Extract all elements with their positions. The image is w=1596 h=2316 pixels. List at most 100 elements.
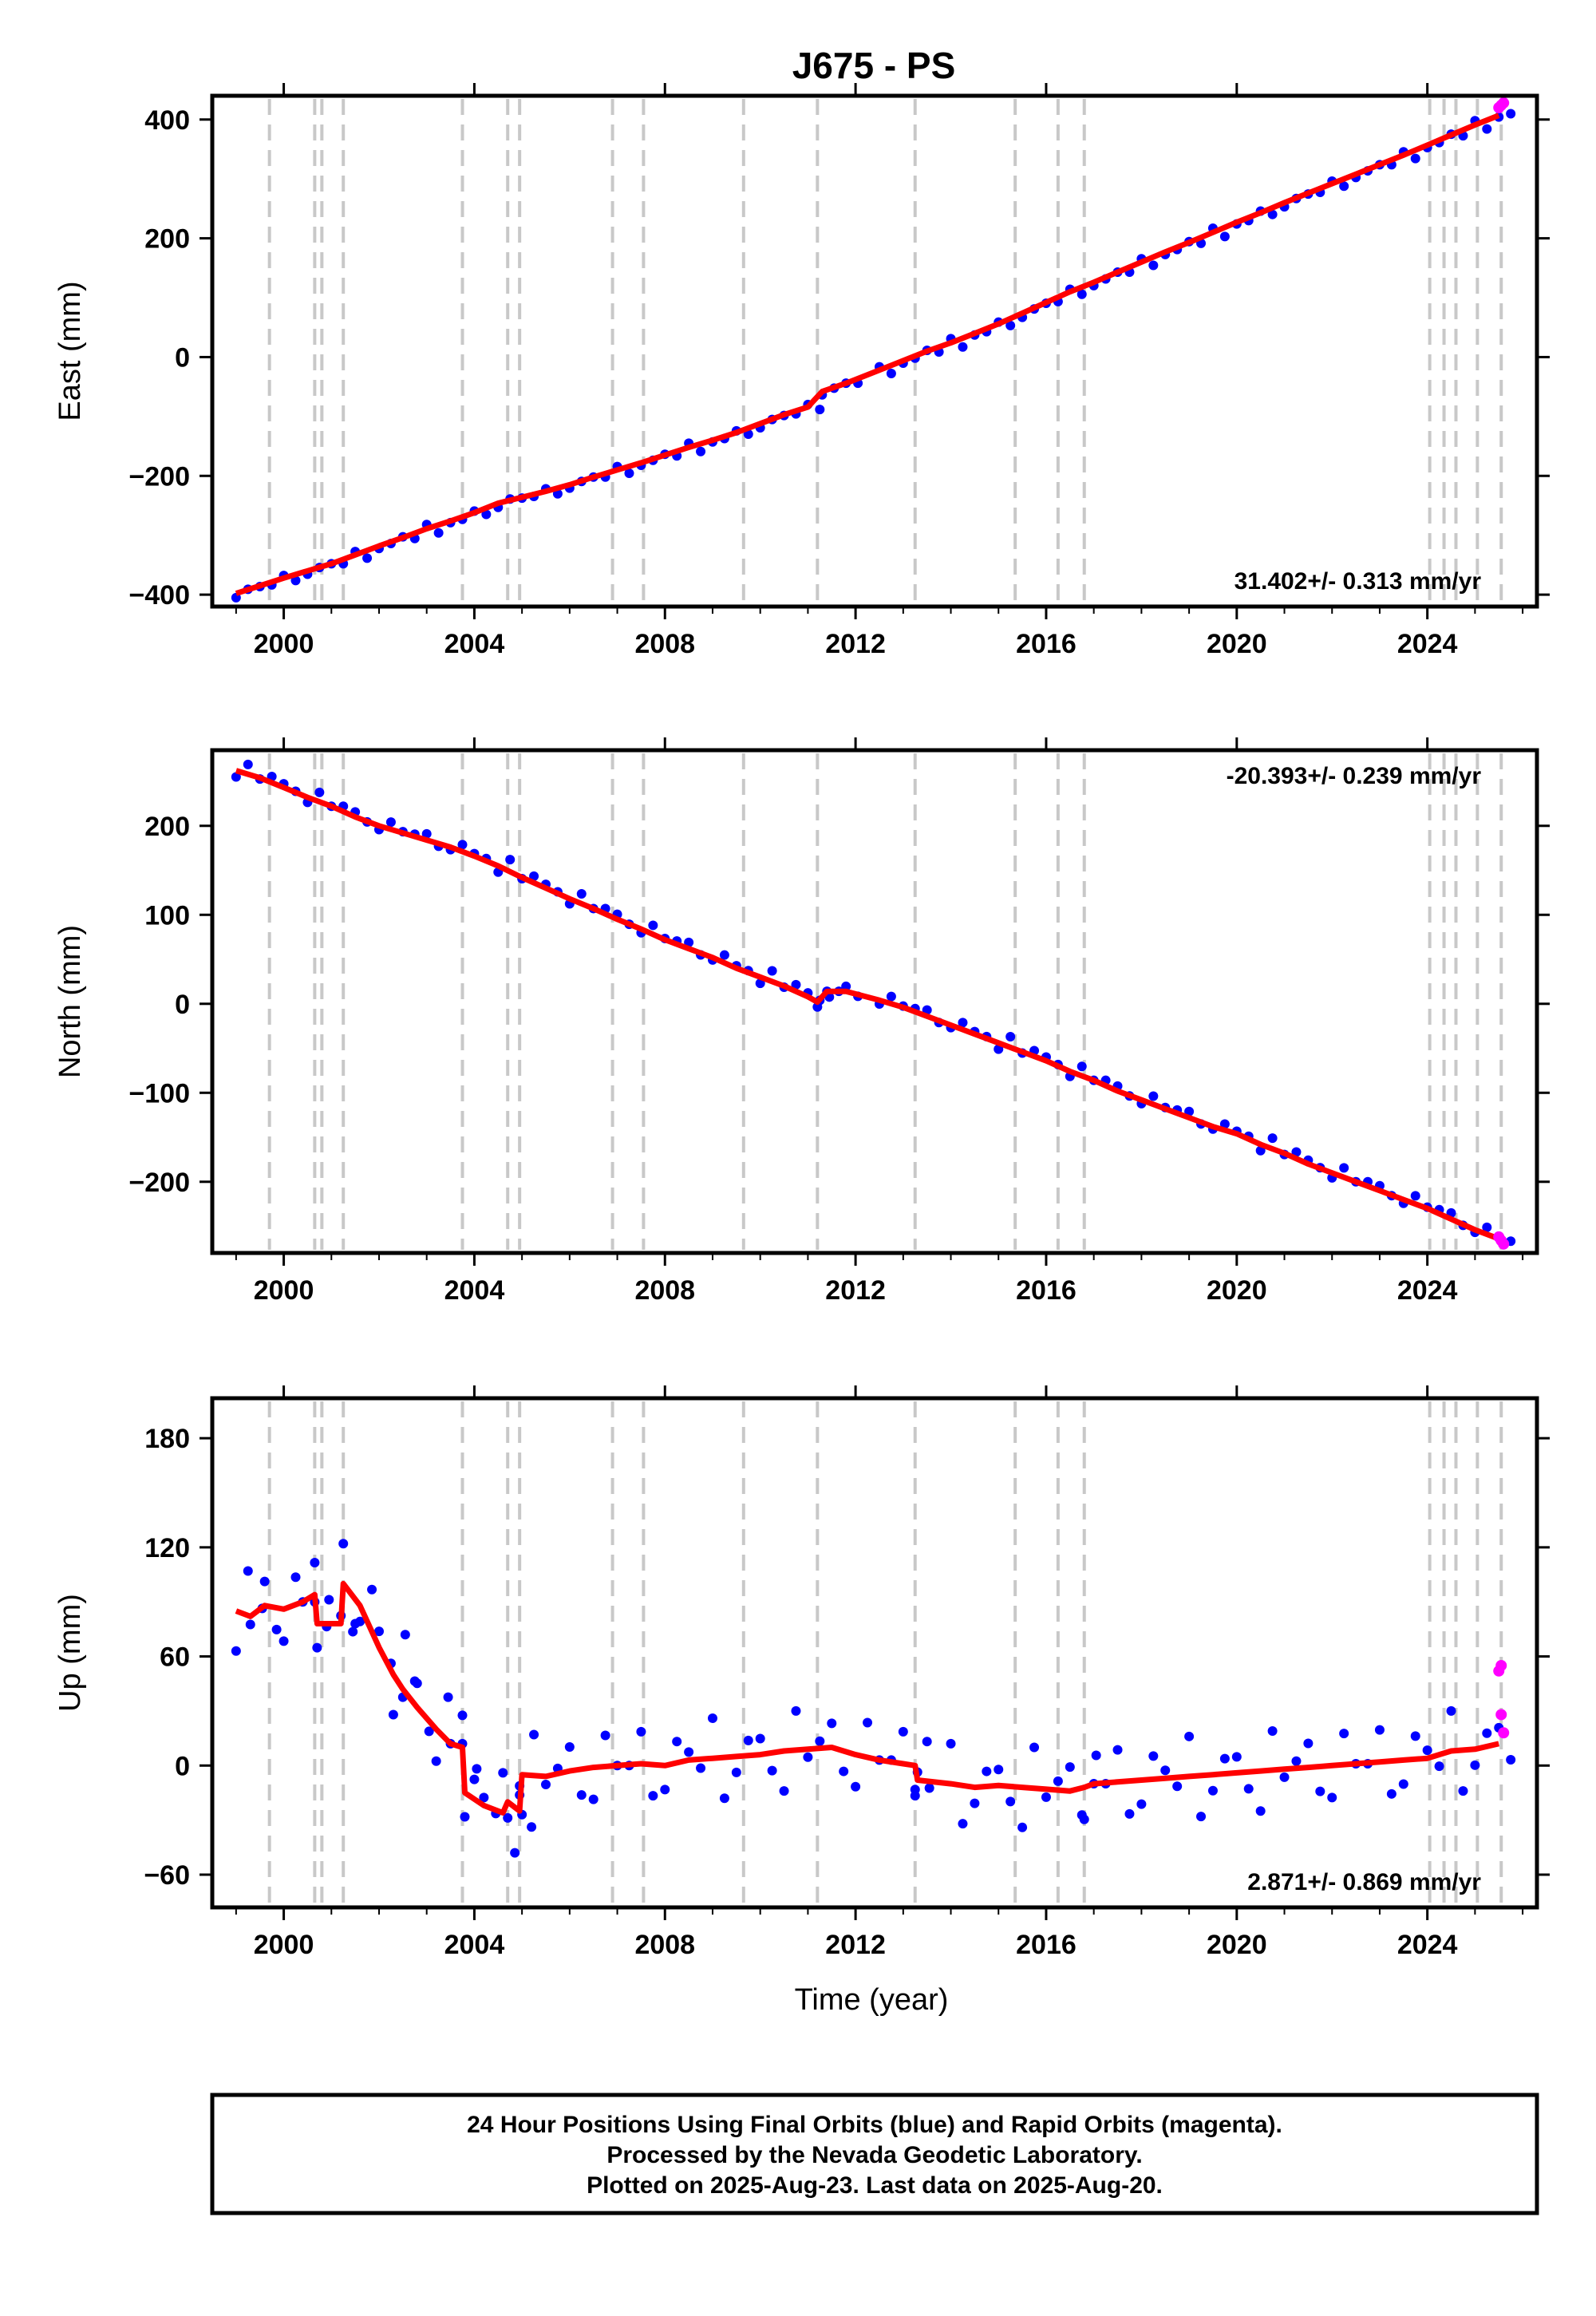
up-x-tick-label: 2004 [444,1930,505,1960]
up-final-point [1291,1756,1302,1766]
north-panel: 2000 2004 2008 2012 2016 2020 2024 −200 −100 0 100… [53,737,1550,1306]
up-final-point [767,1765,777,1776]
north-final-point [719,950,729,960]
up-final-point [503,1812,513,1823]
east-final-point [1339,181,1349,192]
footer-line-3: Plotted on 2025-Aug-23. Last data on 202… [587,2172,1163,2199]
east-final-point [1005,320,1016,330]
east-final-point [1267,209,1278,219]
up-final-point [1315,1786,1325,1796]
up-final-point [815,1736,825,1746]
east-final-point [362,553,373,563]
up-final-point [1136,1799,1147,1809]
up-final-point [1267,1725,1278,1736]
east-x-tick-label: 2008 [634,629,695,659]
up-plot-area [212,1398,1537,1907]
north-y-tick-label: 200 [144,812,190,842]
up-final-point [348,1626,358,1637]
up-final-point [696,1763,706,1773]
up-final-point [540,1779,551,1789]
east-final-point [1148,260,1159,271]
east-final-point [815,405,825,415]
up-x-tick-label: 2008 [634,1930,695,1960]
up-y-tick-label: 180 [144,1424,190,1454]
up-final-point [424,1726,434,1737]
north-y-tick-label: −200 [128,1168,190,1198]
up-final-point [910,1784,920,1795]
north-rapid-point [1498,1238,1510,1250]
up-final-point [1386,1788,1396,1799]
east-x-tick-label: 2004 [444,629,505,659]
north-final-point [231,772,241,782]
north-rate-label: -20.393+/- 0.239 mm/yr [1227,763,1482,789]
north-x-tick-label: 2024 [1397,1275,1458,1306]
up-final-point [479,1792,489,1803]
up-final-point [863,1717,873,1728]
up-final-point [243,1566,253,1576]
up-final-point [245,1619,255,1630]
east-rate-label: 31.402+/- 0.313 mm/yr [1235,568,1482,595]
east-final-point [1506,109,1516,119]
north-y-tick-label: 0 [175,990,190,1020]
north-final-point [1410,1191,1420,1201]
up-final-point [898,1726,908,1737]
up-final-point [310,1557,320,1567]
up-rapid-point [1498,1727,1510,1739]
north-model-line [235,768,1500,1242]
up-final-point [279,1636,289,1646]
up-final-point [672,1737,682,1747]
up-final-point [743,1735,753,1745]
up-final-point [1446,1705,1456,1716]
up-final-point [527,1822,537,1832]
up-final-point [498,1768,508,1778]
up-final-point [1172,1781,1183,1792]
chart-title: J675 - PS [792,45,956,86]
east-final-point [624,468,634,479]
up-final-point [1148,1751,1159,1761]
up-rapid-point [1495,1709,1507,1721]
up-final-point [1124,1808,1135,1819]
up-final-point [312,1642,322,1653]
east-final-point [481,509,492,520]
up-final-point [1374,1725,1385,1735]
north-final-point [886,991,896,1002]
east-y-tick-label: 0 [175,342,190,373]
north-final-point [576,888,587,899]
up-final-point [1053,1776,1063,1786]
up-final-point [1005,1796,1016,1807]
north-frame [210,748,1539,1255]
up-final-point [1243,1784,1254,1794]
up-final-point [707,1713,717,1724]
up-final-point [443,1692,453,1702]
up-final-point [1279,1772,1290,1782]
up-final-point [1506,1754,1516,1765]
up-final-point [259,1576,270,1587]
up-final-point [1303,1738,1314,1749]
north-final-point [385,817,396,828]
up-final-point [1422,1745,1432,1756]
footer-line-1: 24 Hour Positions Using Final Orbits (bl… [467,2112,1282,2138]
up-final-point [1410,1731,1420,1741]
up-final-point [400,1630,410,1640]
up-final-point [412,1678,422,1689]
up-final-point [510,1848,520,1858]
up-final-point [1065,1762,1075,1773]
east-rapid-point [1498,97,1510,109]
east-y-axis-label: East (mm) [53,281,87,421]
north-final-point [1005,1032,1016,1042]
east-y-tick-label: −400 [128,580,190,611]
east-model-line [235,113,1500,596]
east-x-tick-label: 2000 [254,629,314,659]
north-x-tick-label: 2004 [444,1275,505,1306]
up-final-point [1231,1752,1242,1762]
north-final-point [1482,1222,1492,1232]
up-final-point [648,1791,658,1801]
east-frame [210,93,1539,609]
north-final-point [1077,1061,1087,1072]
up-final-point [472,1764,482,1774]
north-final-point [994,1044,1004,1054]
north-x-tick-label: 2000 [254,1275,314,1306]
up-final-point [1339,1729,1349,1739]
east-plot-area [212,96,1537,607]
